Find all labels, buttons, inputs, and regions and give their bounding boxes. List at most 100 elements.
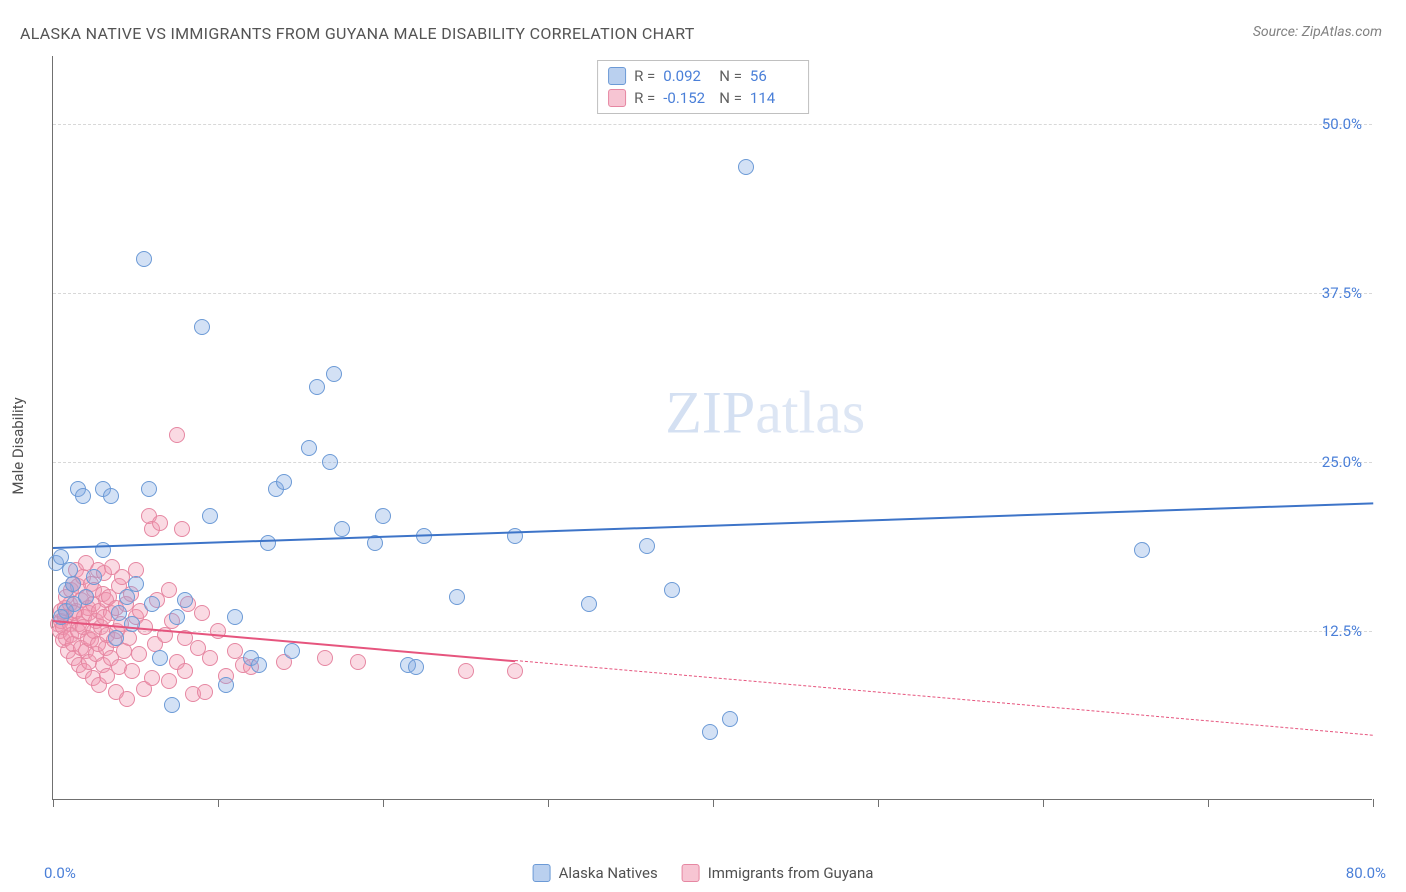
scatter-point-blue — [722, 711, 738, 727]
stat-n-pink: 114 — [750, 87, 798, 109]
scatter-point-blue — [375, 508, 391, 524]
scatter-point-pink — [174, 521, 190, 537]
swatch-blue-icon — [608, 67, 626, 85]
x-tick — [383, 799, 384, 807]
stat-r-pink: -0.152 — [663, 87, 711, 109]
scatter-point-blue — [301, 440, 317, 456]
stats-row-blue: R = 0.092 N = 56 — [608, 65, 798, 87]
scatter-point-blue — [103, 488, 119, 504]
scatter-point-blue — [177, 592, 193, 608]
scatter-point-blue — [136, 251, 152, 267]
scatter-point-blue — [738, 159, 754, 175]
scatter-point-blue — [202, 508, 218, 524]
scatter-point-blue — [260, 535, 276, 551]
gridline-horizontal — [53, 631, 1372, 632]
x-tick — [1043, 799, 1044, 807]
x-axis-max-label: 80.0% — [1346, 864, 1386, 882]
plot-area: ZIPatlas 12.5% 25.0% 37.5% 50.0% — [52, 56, 1372, 800]
x-tick — [713, 799, 714, 807]
stat-n-blue: 56 — [750, 65, 798, 87]
scatter-point-pink — [161, 582, 177, 598]
scatter-point-blue — [144, 596, 160, 612]
x-axis-min-label: 0.0% — [44, 864, 76, 882]
swatch-pink-icon — [608, 89, 626, 107]
scatter-point-blue — [702, 724, 718, 740]
legend-swatch-pink-icon — [682, 864, 700, 882]
y-tick-label: 50.0% — [1322, 115, 1362, 133]
y-tick-label: 37.5% — [1322, 284, 1362, 302]
scatter-point-blue — [169, 609, 185, 625]
scatter-point-pink — [194, 605, 210, 621]
legend-item-pink: Immigrants from Guyana — [682, 864, 874, 882]
chart-title: ALASKA NATIVE VS IMMIGRANTS FROM GUYANA … — [20, 24, 695, 43]
scatter-point-blue — [1134, 542, 1150, 558]
scatter-point-pink — [169, 427, 185, 443]
scatter-point-blue — [86, 569, 102, 585]
scatter-point-pink — [458, 663, 474, 679]
scatter-point-pink — [317, 650, 333, 666]
scatter-point-blue — [227, 609, 243, 625]
x-tick — [53, 799, 54, 807]
regression-line — [53, 502, 1373, 549]
scatter-point-blue — [251, 657, 267, 673]
scatter-point-blue — [194, 319, 210, 335]
chart-container: ALASKA NATIVE VS IMMIGRANTS FROM GUYANA … — [0, 0, 1406, 892]
scatter-point-pink — [507, 663, 523, 679]
x-tick — [1208, 799, 1209, 807]
scatter-point-pink — [144, 670, 160, 686]
gridline-horizontal — [53, 293, 1372, 294]
bottom-legend: Alaska Natives Immigrants from Guyana — [533, 864, 874, 882]
stat-r-blue: 0.092 — [663, 65, 711, 87]
scatter-point-blue — [449, 589, 465, 605]
y-axis-label: Male Disability — [9, 397, 27, 494]
gridline-horizontal — [53, 124, 1372, 125]
scatter-point-pink — [177, 663, 193, 679]
legend-item-blue: Alaska Natives — [533, 864, 658, 882]
scatter-point-blue — [218, 677, 234, 693]
scatter-point-pink — [350, 654, 366, 670]
y-tick-label: 25.0% — [1322, 453, 1362, 471]
scatter-point-pink — [202, 650, 218, 666]
scatter-point-blue — [309, 379, 325, 395]
stats-row-pink: R = -0.152 N = 114 — [608, 87, 798, 109]
scatter-point-blue — [65, 576, 81, 592]
scatter-point-blue — [78, 589, 94, 605]
stat-n-label: N = — [719, 65, 742, 87]
scatter-point-blue — [152, 650, 168, 666]
watermark: ZIPatlas — [665, 378, 865, 447]
stat-n-label2: N = — [719, 87, 742, 109]
scatter-point-blue — [639, 538, 655, 554]
scatter-point-pink — [119, 691, 135, 707]
scatter-point-pink — [131, 646, 147, 662]
scatter-point-blue — [124, 616, 140, 632]
watermark-bold: ZIP — [665, 379, 755, 445]
scatter-point-blue — [164, 697, 180, 713]
stat-r-label2: R = — [634, 87, 655, 109]
x-tick — [878, 799, 879, 807]
scatter-point-blue — [141, 481, 157, 497]
legend-swatch-blue-icon — [533, 864, 551, 882]
gridline-horizontal — [53, 462, 1372, 463]
stats-legend-box: R = 0.092 N = 56 R = -0.152 N = 114 — [597, 60, 809, 114]
scatter-point-pink — [152, 515, 168, 531]
source-attribution: Source: ZipAtlas.com — [1253, 24, 1382, 40]
scatter-point-blue — [322, 454, 338, 470]
scatter-point-blue — [664, 582, 680, 598]
scatter-point-blue — [326, 366, 342, 382]
scatter-point-blue — [75, 488, 91, 504]
scatter-point-blue — [334, 521, 350, 537]
x-tick — [218, 799, 219, 807]
scatter-point-blue — [276, 474, 292, 490]
scatter-point-pink — [197, 684, 213, 700]
scatter-point-blue — [581, 596, 597, 612]
scatter-point-pink — [161, 673, 177, 689]
scatter-point-blue — [108, 630, 124, 646]
regression-line — [515, 660, 1373, 736]
watermark-thin: atlas — [755, 379, 865, 445]
y-tick-label: 12.5% — [1322, 622, 1362, 640]
scatter-point-blue — [284, 643, 300, 659]
x-tick — [1373, 799, 1374, 807]
stat-r-label: R = — [634, 65, 655, 87]
scatter-point-pink — [124, 663, 140, 679]
x-tick — [548, 799, 549, 807]
